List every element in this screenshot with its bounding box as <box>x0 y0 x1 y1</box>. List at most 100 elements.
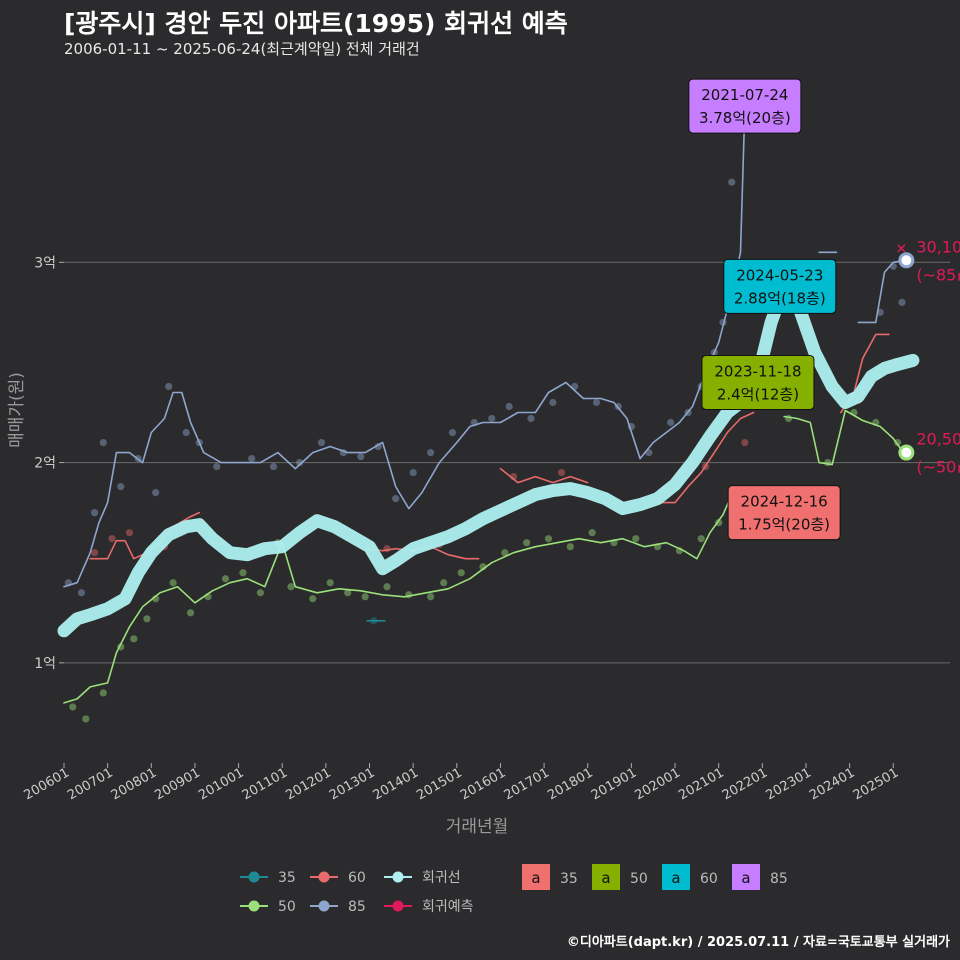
scatter-point-50 <box>326 579 334 587</box>
scatter-point-85 <box>427 448 435 457</box>
x-tick-label: 201901 <box>589 765 639 803</box>
scatter-point-85 <box>357 452 365 461</box>
scatter-point-85 <box>488 414 496 423</box>
scatter-point-85 <box>269 462 278 471</box>
annotation-price: 2.4억(12층) <box>717 385 799 403</box>
series-line-50 <box>783 409 914 466</box>
x-tick-label: 201101 <box>240 765 290 803</box>
legend-box-label: 35 <box>560 871 578 887</box>
annotation-date: 2021-07-24 <box>701 86 788 104</box>
legend-box <box>662 864 690 890</box>
scatter-point-50 <box>501 549 509 557</box>
x-tick-label: 200601 <box>22 765 72 803</box>
scatter-point-85 <box>152 489 160 497</box>
prediction-point <box>898 252 915 269</box>
scatter-point-60 <box>90 549 99 557</box>
y-axis-label: 매매가(원) <box>7 372 27 448</box>
scatter-point-85 <box>409 468 417 477</box>
prediction-point <box>898 444 915 461</box>
x-tick-label: 201001 <box>196 765 246 803</box>
scatter-point-85 <box>392 495 400 503</box>
scatter-point-50 <box>186 609 195 617</box>
chart-subtitle: 2006-01-11 ~ 2025-06-24(최근계약일) 전체 거래건 <box>64 40 420 58</box>
legend-box-label: 50 <box>630 871 648 887</box>
scatter-point-50 <box>383 583 391 591</box>
chart-title: [광주시] 경안 두진 아파트(1995) 회귀선 예측 <box>64 9 568 38</box>
scatter-point-50 <box>344 589 352 597</box>
scatter-point-50 <box>544 535 553 543</box>
annotation-date: 2024-05-23 <box>736 266 823 284</box>
scatter-point-50 <box>239 569 247 577</box>
scatter-point-60 <box>108 535 116 543</box>
scatter-point-85 <box>117 483 125 491</box>
x-tick-label: 201701 <box>502 765 552 803</box>
legend-dot <box>392 871 404 883</box>
scatter-point-50 <box>287 583 295 591</box>
x-tick-label: 202101 <box>676 765 726 803</box>
scatter-point-60 <box>741 438 749 447</box>
scatter-point-50 <box>588 529 596 537</box>
legend-label: 35 <box>278 870 296 886</box>
annotation-date: 2024-12-16 <box>741 493 828 511</box>
legend-label: 85 <box>348 899 366 915</box>
x-tick-label: 200701 <box>65 765 115 803</box>
scatter-point-50 <box>361 593 369 601</box>
scatter-point-85 <box>505 402 513 411</box>
scatter-point-85 <box>248 454 256 463</box>
legend-box-label: 60 <box>700 871 718 887</box>
regression-line <box>57 279 920 638</box>
x-tick-label: 201801 <box>545 765 595 803</box>
scatter-point-50 <box>82 715 90 723</box>
legend-dot <box>392 900 404 912</box>
scatter-point-85 <box>527 414 535 423</box>
scatter-point-50 <box>523 539 531 547</box>
x-tick-label: 201301 <box>327 765 377 803</box>
series-line-50 <box>63 493 733 704</box>
scatter-point-85 <box>99 438 107 447</box>
annotation-box <box>688 78 802 134</box>
series-line-85 <box>857 259 908 324</box>
x-tick-label: 202001 <box>633 765 683 803</box>
legend-dot <box>318 900 330 912</box>
scatter-point-50 <box>221 575 230 583</box>
scatter-point-85 <box>592 398 601 407</box>
x-tick-label: 201601 <box>458 765 508 803</box>
scatter-point-50 <box>697 535 705 543</box>
legend-box-glyph: a <box>601 869 610 887</box>
annotation-box <box>727 485 841 541</box>
x-tick-label: 202401 <box>807 765 857 803</box>
scatter-point-85 <box>667 418 675 427</box>
scatter-point-85 <box>90 509 99 517</box>
x-tick-label: 201501 <box>414 765 464 803</box>
legend-box <box>522 864 550 890</box>
prediction-price-label: 20,500 <box>916 430 960 449</box>
x-tick-label: 201401 <box>371 765 421 803</box>
scatter-point-85 <box>898 298 906 306</box>
scatter-point-60 <box>125 529 134 537</box>
scatter-point-50 <box>69 703 77 711</box>
annotation-box <box>723 258 837 314</box>
scatter-point-85 <box>213 462 221 471</box>
x-tick-label: 201201 <box>283 765 333 803</box>
scatter-point-50 <box>457 569 465 577</box>
legend-box <box>732 864 760 890</box>
x-tick-label: 200801 <box>109 765 159 803</box>
scatter-point-85 <box>165 382 173 391</box>
legend-label: 회귀선 <box>422 870 461 886</box>
legend-label: 50 <box>278 899 296 915</box>
scatter-point-85 <box>549 398 557 407</box>
x-tick-label: 200901 <box>152 765 202 803</box>
scatter-point-50 <box>130 635 138 643</box>
x-axis-label: 거래년월 <box>446 817 509 837</box>
prediction-price-label: 30,100 <box>916 237 960 256</box>
series-line-60 <box>499 467 589 484</box>
legend-dot <box>248 900 260 912</box>
scatter-point-85 <box>317 438 326 447</box>
legend-label: 회귀예측 <box>422 899 474 915</box>
series-line-85 <box>63 105 798 588</box>
scatter-point-50 <box>143 615 151 623</box>
chart-caption: ©디아파트(dapt.kr) / 2025.07.11 / 자료=국토교통부 실… <box>566 935 950 950</box>
legend-box-glyph: a <box>531 869 540 887</box>
